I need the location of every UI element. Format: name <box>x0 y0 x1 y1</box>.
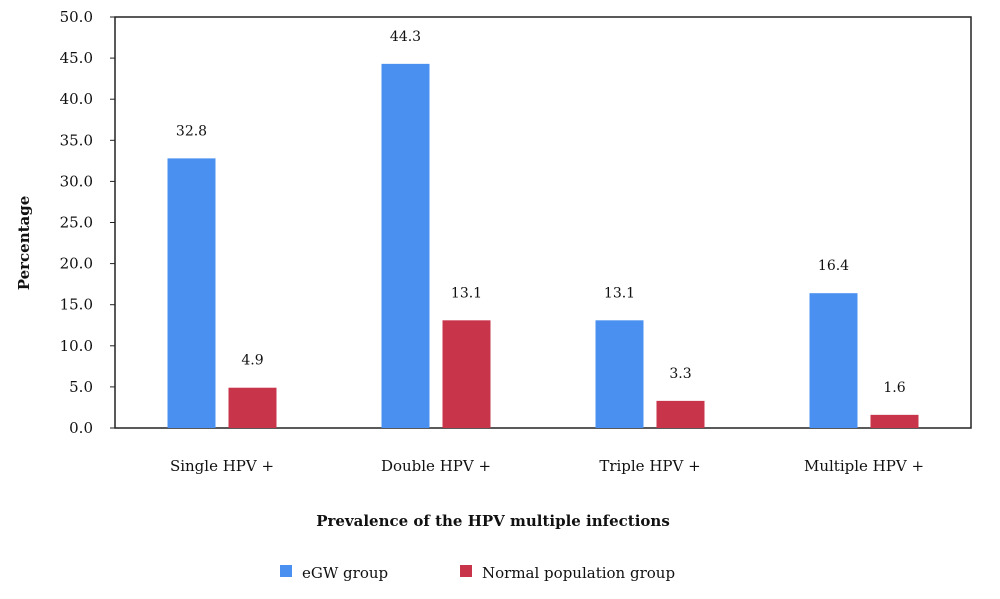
bars <box>167 63 919 428</box>
x-category-label: Multiple HPV + <box>804 457 924 475</box>
y-tick-label: 10.0 <box>60 337 93 355</box>
bar-egw-3 <box>809 293 858 428</box>
y-tick-label: 35.0 <box>60 131 93 149</box>
legend-label: Normal population group <box>482 564 675 582</box>
y-tick-label: 40.0 <box>60 90 93 108</box>
bar-egw-0 <box>167 158 216 428</box>
y-tick-label: 45.0 <box>60 49 93 67</box>
x-axis-categories: Single HPV + Double HPV + Triple HPV + Mult… <box>170 457 924 475</box>
data-label: 13.1 <box>451 285 482 301</box>
legend-swatch <box>280 565 292 577</box>
data-label: 16.4 <box>818 258 849 274</box>
x-category-label: Triple HPV + <box>599 457 700 475</box>
data-label: 4.9 <box>241 353 263 369</box>
y-axis-ticks: 0.0 5.0 10.0 15.0 20.0 25.0 30.0 35.0 40.0 45.0 50… <box>60 8 115 437</box>
data-label: 13.1 <box>604 285 635 301</box>
bar-normal-2 <box>656 400 705 428</box>
bar-normal-0 <box>228 387 277 428</box>
y-tick-label: 25.0 <box>60 214 93 232</box>
y-tick-label: 50.0 <box>60 8 93 26</box>
legend-label: eGW group <box>302 564 388 582</box>
legend: eGW group Normal population group <box>280 564 675 582</box>
y-tick-label: 20.0 <box>60 255 93 273</box>
legend-swatch <box>460 565 472 577</box>
y-tick-label: 30.0 <box>60 172 93 190</box>
y-axis-title: Percentage <box>15 196 33 291</box>
data-label: 44.3 <box>390 29 421 45</box>
bar-normal-1 <box>442 320 491 428</box>
x-category-label: Single HPV + <box>170 457 274 475</box>
x-axis-title: Prevalence of the HPV multiple infection… <box>316 512 670 530</box>
y-tick-label: 0.0 <box>69 419 93 437</box>
data-label: 32.8 <box>176 123 207 139</box>
data-labels: 32.8 4.9 44.3 13.1 13.1 3.3 16.4 1.6 <box>176 29 906 396</box>
bar-egw-1 <box>381 63 430 428</box>
bar-egw-2 <box>595 320 644 428</box>
data-label: 3.3 <box>669 366 691 382</box>
bar-normal-3 <box>870 414 919 428</box>
x-category-label: Double HPV + <box>381 457 491 475</box>
data-label: 1.6 <box>883 380 905 396</box>
y-tick-label: 5.0 <box>69 378 93 396</box>
y-tick-label: 15.0 <box>60 296 93 314</box>
